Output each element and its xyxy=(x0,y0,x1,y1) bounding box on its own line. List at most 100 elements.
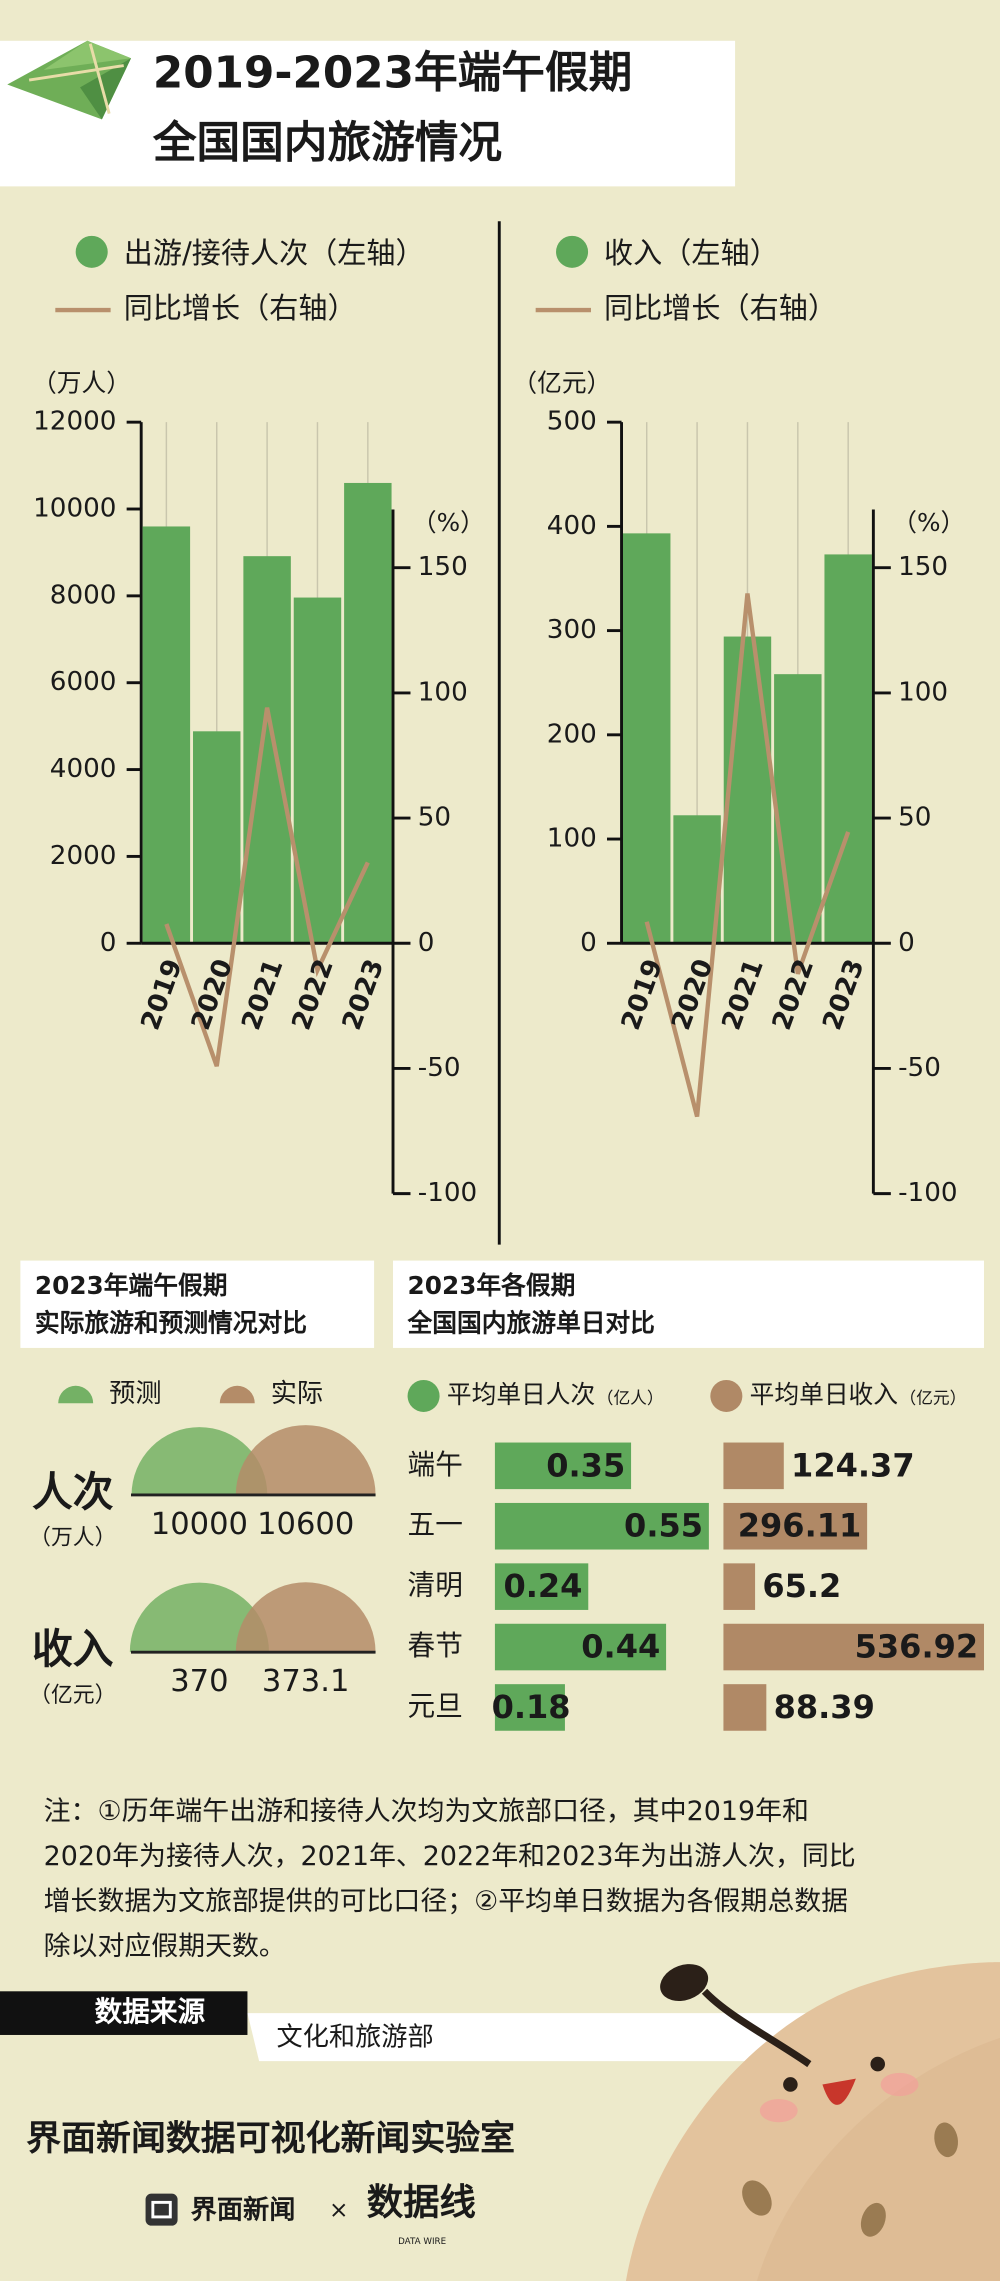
value-label: 370 xyxy=(170,1664,228,1699)
legend-label: 收入（左轴） xyxy=(604,236,779,270)
line xyxy=(644,593,851,1118)
row-unit: （万人） xyxy=(29,1526,116,1551)
y2-tick-label: -100 xyxy=(898,1178,957,1208)
bar xyxy=(723,1442,784,1490)
bar xyxy=(494,1623,667,1671)
source-label-box xyxy=(0,1991,248,2035)
y2-tick-label: 150 xyxy=(898,552,948,582)
y2-tick-label: 0 xyxy=(898,928,915,958)
note: 注：①历年端午出游和接待人次均为文旅部口径，其中2019年和 xyxy=(44,1796,809,1827)
logo-text: 数据线 xyxy=(367,2180,476,2223)
y2-tick-label: 100 xyxy=(898,677,948,707)
section-title: 2023年各假期 xyxy=(408,1271,576,1300)
y2-tick-label: -100 xyxy=(418,1178,477,1208)
legend-marker xyxy=(219,1385,255,1404)
bar xyxy=(673,815,721,944)
y-tick-label: 0 xyxy=(100,928,117,958)
semicircle xyxy=(235,1582,376,1653)
bar xyxy=(344,482,392,944)
legend-label: 实际 xyxy=(271,1379,323,1409)
note: 2020年为接待人次，2021年、2022年和2023年为出游人次，同比 xyxy=(44,1841,856,1872)
category-label: 元旦 xyxy=(408,1689,463,1722)
value-label: 88.39 xyxy=(774,1688,875,1726)
bar xyxy=(494,1684,565,1731)
row-label: 人次 xyxy=(32,1468,114,1516)
legend-unit: （亿元） xyxy=(899,1387,966,1407)
y2-tick-label: -50 xyxy=(418,1053,461,1083)
y2-tick-label: -50 xyxy=(898,1053,941,1083)
section-title: 2023年端午假期 xyxy=(35,1271,228,1300)
section-title: 实际旅游和预测情况对比 xyxy=(35,1309,307,1338)
bar xyxy=(494,1563,589,1610)
legend-marker xyxy=(556,235,589,268)
legend-label: 平均单日收入 xyxy=(750,1380,898,1409)
y-tick-label: 300 xyxy=(547,615,597,645)
legend-label: 同比增长（右轴） xyxy=(604,291,837,325)
y-tick-label: 10000 xyxy=(33,494,116,524)
axis-label: （万人） xyxy=(32,368,131,397)
value-label: 0.55 xyxy=(624,1507,703,1545)
y-tick-label: 400 xyxy=(547,511,597,541)
y2-tick-label: 50 xyxy=(898,803,931,833)
y-tick-label: 4000 xyxy=(50,754,117,784)
value-label: 0.44 xyxy=(581,1628,660,1666)
value-label: 536.92 xyxy=(855,1628,979,1666)
value-label: 10000 xyxy=(151,1507,248,1542)
leaf-icon xyxy=(7,40,132,120)
row-unit: （亿元） xyxy=(29,1683,116,1708)
y2-tick-label: 0 xyxy=(418,928,435,958)
axis-label: （%） xyxy=(412,508,485,537)
value-label: 373.1 xyxy=(262,1664,349,1699)
section-title: 全国国内旅游单日对比 xyxy=(407,1309,655,1338)
y-tick-label: 6000 xyxy=(50,667,117,697)
bar xyxy=(243,556,291,944)
value-label: 0.18 xyxy=(492,1688,571,1726)
legend-label: 平均单日人次 xyxy=(447,1380,595,1409)
footer-title: 界面新闻数据可视化新闻实验室 xyxy=(26,2118,515,2159)
y-tick-label: 500 xyxy=(547,407,597,437)
value-label: 124.37 xyxy=(791,1446,915,1484)
bar xyxy=(723,636,772,944)
mascot xyxy=(247,1962,1000,2281)
logo-separator: × xyxy=(329,2197,349,2224)
note: 除以对应假期天数。 xyxy=(44,1931,286,1962)
bar xyxy=(622,533,671,944)
y-tick-label: 2000 xyxy=(50,841,117,871)
line xyxy=(164,707,370,1067)
bar xyxy=(723,1684,767,1731)
bar xyxy=(193,731,241,944)
category-label: 清明 xyxy=(408,1569,463,1602)
legend-unit: （亿人） xyxy=(597,1387,664,1407)
legend-marker xyxy=(710,1379,743,1412)
bar xyxy=(723,1623,984,1671)
source-value: 文化和旅游部 xyxy=(277,2022,434,2052)
category-label: 端午 xyxy=(408,1448,463,1481)
value-label: 0.35 xyxy=(546,1446,625,1484)
bar xyxy=(494,1502,709,1550)
value-label: 296.11 xyxy=(738,1507,862,1545)
legend-marker xyxy=(58,1385,94,1404)
legend-label: 预测 xyxy=(109,1379,161,1409)
bar xyxy=(494,1442,632,1490)
legend-marker xyxy=(407,1379,440,1412)
title-line: 2019-2023年端午假期 xyxy=(153,48,632,99)
y-tick-label: 100 xyxy=(547,824,597,854)
title-line: 全国国内旅游情况 xyxy=(152,118,502,169)
section-box xyxy=(393,1260,984,1348)
category-label: 五一 xyxy=(408,1508,463,1541)
legend-marker xyxy=(75,235,108,268)
bar xyxy=(142,526,191,944)
value-label: 0.24 xyxy=(503,1567,582,1605)
bar xyxy=(723,1502,868,1550)
y2-tick-label: 100 xyxy=(418,677,468,707)
y-tick-label: 12000 xyxy=(33,407,116,437)
y-tick-label: 0 xyxy=(580,928,597,958)
logo-icon-inner xyxy=(151,2200,172,2219)
logo-icon xyxy=(145,2193,178,2226)
section-box xyxy=(20,1260,375,1348)
source-label: 数据来源 xyxy=(95,1995,206,2028)
bar xyxy=(774,674,822,944)
bar xyxy=(723,1563,756,1610)
y-tick-label: 8000 xyxy=(50,580,117,610)
